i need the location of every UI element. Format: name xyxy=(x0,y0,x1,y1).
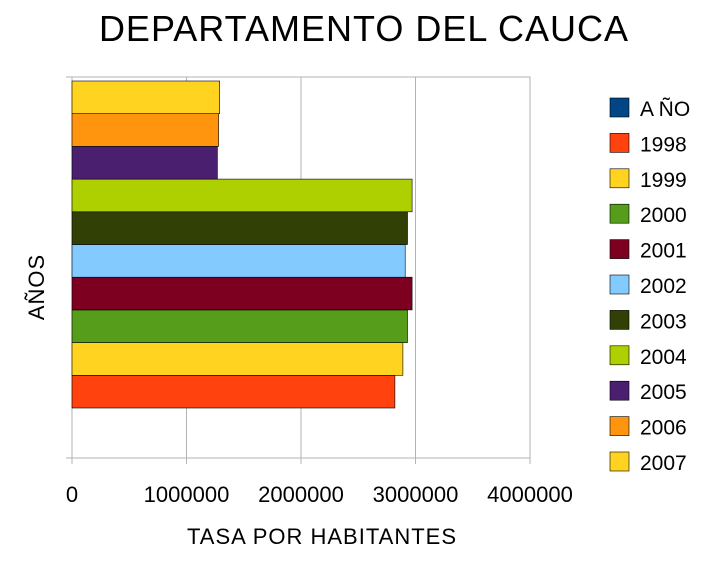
legend: A ÑO 1998 1999 2000 2001 2002 2003 2004 2005 2006… xyxy=(609,97,690,475)
x-tick-label: 2000000 xyxy=(258,482,344,507)
legend-label: 2007 xyxy=(640,452,687,475)
legend-label: 2001 xyxy=(640,240,687,263)
legend-swatch xyxy=(609,203,630,224)
x-tick-label: 0 xyxy=(66,482,78,507)
legend-label: A ÑO xyxy=(640,97,690,121)
bar-2004 xyxy=(71,178,413,213)
legend-label: 2006 xyxy=(640,417,687,440)
legend-swatch xyxy=(609,310,630,330)
bar-2007 xyxy=(71,80,220,115)
legend-label: 2004 xyxy=(640,346,687,369)
legend-swatch xyxy=(609,97,630,118)
bar-1999 xyxy=(71,342,404,376)
legend-swatch xyxy=(609,345,630,366)
x-axis-ticks: 0 1000000 2000000 3000000 4000000 xyxy=(66,482,573,507)
bar-2000 xyxy=(71,309,408,343)
x-tick-label: 3000000 xyxy=(373,482,459,507)
legend-label: 2002 xyxy=(640,275,687,298)
x-axis-title: TASA POR HABITANTES xyxy=(187,524,457,549)
bar-2006 xyxy=(71,113,219,147)
bar-2001 xyxy=(71,276,413,311)
x-tick-label: 4000000 xyxy=(487,482,573,507)
legend-label: 2005 xyxy=(640,381,687,404)
legend-label: 2000 xyxy=(640,204,687,227)
bar-2002 xyxy=(71,244,406,278)
y-axis-title: AÑOS xyxy=(24,254,49,320)
legend-label: 2003 xyxy=(640,310,687,333)
x-tick-label: 1000000 xyxy=(144,482,230,507)
legend-swatch xyxy=(609,133,630,153)
legend-swatch xyxy=(609,168,630,189)
legend-swatch xyxy=(609,274,630,295)
legend-label: 1998 xyxy=(640,133,687,156)
bars xyxy=(71,80,413,409)
legend-swatch xyxy=(609,239,630,259)
bar-1998 xyxy=(71,374,396,409)
bar-2005 xyxy=(71,146,218,180)
legend-label: 1999 xyxy=(640,169,687,192)
chart-title: DEPARTAMENTO DEL CAUCA xyxy=(98,8,630,49)
bar-2003 xyxy=(71,211,408,245)
legend-swatch xyxy=(609,451,630,472)
legend-swatch xyxy=(609,416,630,436)
legend-swatch xyxy=(609,380,630,401)
